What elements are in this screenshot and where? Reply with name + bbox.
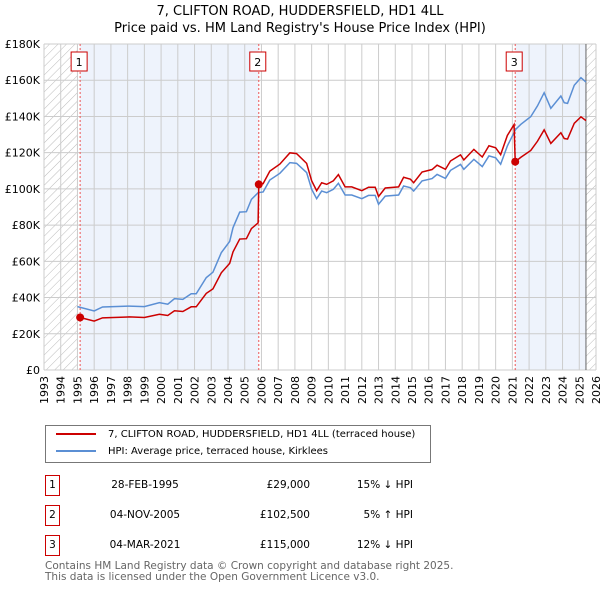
x-tick-label: 2008	[289, 376, 302, 404]
x-tick-label: 2001	[172, 376, 185, 404]
sale-number: 2	[45, 505, 60, 526]
sale-marker-box	[249, 51, 267, 72]
x-tick-label: 2007	[272, 376, 285, 404]
x-tick-label: 2006	[255, 376, 268, 404]
y-tick-label: £180K	[5, 38, 41, 51]
x-tick-label: 2010	[322, 376, 335, 404]
sale-number: 1	[45, 475, 60, 496]
sale-marker-box	[505, 51, 523, 72]
sale-marker-number: 3	[511, 56, 518, 69]
x-tick-label: 2018	[456, 376, 469, 404]
legend-item-property: 7, CLIFTON ROAD, HUDDERSFIELD, HD1 4LL (…	[56, 427, 415, 443]
sale-point	[76, 313, 85, 322]
shaded-range	[80, 44, 259, 370]
x-tick-label: 1996	[88, 376, 101, 404]
x-tick-label: 1999	[138, 376, 151, 404]
x-tick-label: 2003	[205, 376, 218, 404]
legend-label: 7, CLIFTON ROAD, HUDDERSFIELD, HD1 4LL (…	[108, 429, 416, 440]
sale-date: 28-FEB-1995	[111, 479, 179, 491]
chart-subtitle: Price paid vs. HM Land Registry's House …	[114, 21, 486, 36]
x-tick-label: 2016	[423, 376, 436, 404]
y-tick-label: £20K	[12, 328, 41, 341]
x-tick-label: 1995	[71, 376, 84, 404]
x-tick-label: 2012	[356, 376, 369, 404]
sale-point	[511, 157, 520, 166]
shaded-range	[515, 44, 586, 370]
x-tick-label: 2005	[239, 376, 252, 404]
x-tick-label: 2015	[406, 376, 419, 404]
sale-marker-box	[70, 51, 88, 72]
sale-row: 2 04-NOV-2005 £102,500 5% ↑ HPI	[45, 505, 445, 527]
sale-price: £102,500	[259, 509, 310, 521]
series-line	[79, 115, 587, 322]
sale-date: 04-NOV-2005	[109, 509, 181, 521]
x-tick-label: 2002	[189, 376, 202, 404]
y-tick-label: £100K	[5, 183, 41, 196]
sale-point	[254, 180, 263, 189]
legend-item-hpi: HPI: Average price, terraced house, Kirk…	[56, 444, 328, 460]
x-tick-label: 2020	[490, 376, 503, 404]
x-tick-label: 2026	[590, 376, 600, 404]
sale-hpi-diff: 15% ↓ HPI	[356, 479, 413, 491]
plot-area: 1993 1994 1995 1996 1997 1998 1999 2000 2001 2002…	[5, 38, 600, 404]
sale-date: 04-MAR-2021	[109, 539, 181, 551]
sale-hpi-diff: 5% ↑ HPI	[363, 509, 413, 521]
y-tick-label: £140K	[5, 110, 41, 123]
y-tick-label: £80K	[12, 219, 41, 232]
x-tick-label: 2023	[540, 376, 553, 404]
chart-title: 7, CLIFTON ROAD, HUDDERSFIELD, HD1 4LL	[156, 4, 444, 19]
x-tick-label: 2025	[573, 376, 586, 404]
sale-row: 3 04-MAR-2021 £115,000 12% ↓ HPI	[45, 535, 445, 557]
x-tick-label: 2000	[155, 376, 168, 404]
legend: 7, CLIFTON ROAD, HUDDERSFIELD, HD1 4LL (…	[45, 425, 431, 463]
sale-hpi-diff: 12% ↓ HPI	[356, 539, 413, 551]
x-tick-label: 2022	[523, 376, 536, 404]
y-tick-label: £0	[26, 364, 40, 377]
x-tick-label: 2004	[222, 376, 235, 404]
y-tick-label: £120K	[5, 147, 41, 160]
x-tick-label: 1997	[105, 376, 118, 404]
x-tick-label: 2017	[439, 376, 452, 404]
x-tick-label: 2013	[373, 376, 386, 404]
sale-marker-number: 2	[254, 56, 261, 69]
legend-label: HPI: Average price, terraced house, Kirk…	[108, 446, 329, 457]
x-tick-label: 1998	[122, 376, 135, 404]
sale-price: £29,000	[266, 479, 310, 491]
footer-line-2: This data is licensed under the Open Gov…	[45, 571, 380, 583]
x-tick-label: 2024	[557, 376, 570, 404]
y-tick-label: £160K	[5, 74, 41, 87]
x-tick-label: 2014	[389, 376, 402, 404]
x-tick-label: 1993	[38, 376, 51, 404]
hatched-range	[585, 44, 596, 370]
sale-price: £115,000	[259, 539, 310, 551]
y-tick-label: £40K	[12, 292, 41, 305]
y-tick-label: £60K	[12, 255, 41, 268]
sale-row: 1 28-FEB-1995 £29,000 15% ↓ HPI	[45, 475, 445, 497]
x-tick-label: 2021	[506, 376, 519, 404]
legend-swatch	[56, 433, 96, 435]
x-tick-label: 2009	[306, 376, 319, 404]
sale-marker-number: 1	[76, 56, 83, 69]
footer-line-1: Contains HM Land Registry data © Crown c…	[45, 560, 454, 572]
sale-number: 3	[45, 535, 60, 556]
x-tick-label: 1994	[55, 376, 68, 404]
x-tick-label: 2019	[473, 376, 486, 404]
legend-swatch	[56, 450, 96, 452]
x-tick-label: 2011	[339, 376, 352, 404]
